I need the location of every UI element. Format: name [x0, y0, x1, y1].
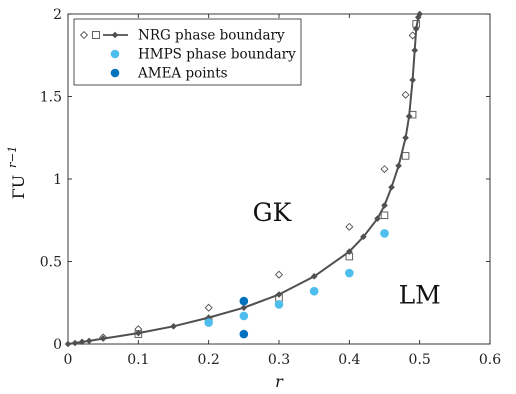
nrg-filled-diamond-point	[85, 337, 93, 345]
hmps-point	[274, 300, 284, 309]
region-label-lm: LM	[399, 281, 441, 310]
nrg-filled-diamond-point	[310, 273, 318, 280]
svg-text:ΓU: ΓU	[9, 175, 28, 200]
hmps-point	[345, 268, 354, 278]
x-tick-label: 0	[64, 352, 73, 368]
hmps-point	[239, 311, 249, 321]
hmps-point	[204, 318, 213, 327]
x-axis-label: r	[275, 372, 284, 391]
legend-label-amea: AMEA points	[137, 66, 228, 82]
legend-marker-hmps	[110, 49, 120, 59]
y-axis-label-main: ΓU	[9, 175, 28, 200]
y-tick-label: 1.5	[40, 90, 62, 106]
nrg-open-square-point	[380, 211, 389, 220]
nrg-open-diamond-point	[408, 31, 417, 40]
y-tick-label: 1	[53, 172, 62, 188]
legend-label-nrg: NRG phase boundary	[138, 28, 285, 44]
nrg-open-diamond-point	[380, 165, 389, 174]
nrg-filled-diamond-point	[78, 338, 86, 346]
nrg-open-square-point	[412, 20, 420, 28]
x-tick-label: 0.3	[268, 352, 290, 368]
nrg-filled-diamond-point	[416, 10, 423, 18]
legend-label-hmps: HMPS phase boundary	[138, 47, 296, 63]
nrg-filled-diamond-point	[388, 183, 395, 191]
hmps-point	[309, 286, 319, 296]
amea-point	[239, 329, 249, 339]
nrg-open-diamond-point	[204, 303, 213, 312]
nrg-filled-diamond-point	[64, 340, 72, 348]
nrg-filled-diamond-point	[409, 76, 416, 84]
nrg-filled-diamond-point	[411, 47, 419, 54]
nrg-filled-diamond-point	[99, 335, 107, 342]
data-marks	[64, 10, 423, 348]
region-label-gk: GK	[253, 198, 293, 227]
nrg-open-square-point	[401, 152, 410, 160]
y-tick-label: 0.5	[40, 255, 62, 271]
x-tick-label: 0.1	[127, 352, 149, 368]
nrg-filled-diamond-point	[240, 304, 248, 311]
nrg-filled-diamond-point	[360, 233, 367, 241]
nrg-open-square-point	[408, 110, 417, 119]
amea-point	[239, 296, 249, 306]
legend-marker-nrg	[79, 30, 128, 40]
nrg-open-diamond-point	[99, 333, 108, 342]
nrg-open-diamond-point	[345, 222, 354, 231]
nrg-filled-diamond-point	[395, 162, 402, 170]
y-axis-label: ΓU r−1	[5, 146, 28, 200]
nrg-open-diamond-point	[134, 325, 143, 334]
legend-marker-amea	[110, 68, 120, 78]
nrg-open-square-point	[134, 330, 143, 338]
x-tick-label: 0.6	[479, 352, 501, 368]
x-tick-label: 0.4	[338, 352, 360, 368]
nrg-filled-diamond-point	[402, 134, 409, 142]
nrg-open-diamond-point	[274, 270, 284, 279]
nrg-open-diamond-point	[401, 90, 410, 99]
nrg-filled-diamond-point	[170, 323, 177, 330]
y-axis-label-superscript: r−1	[5, 146, 19, 168]
nrg-filled-diamond-point	[374, 215, 381, 222]
x-tick-label: 0.5	[409, 352, 431, 368]
nrg-filled-diamond-point	[381, 202, 388, 209]
nrg-filled-diamond-point	[71, 339, 79, 347]
x-tick-label: 0.2	[198, 352, 220, 368]
hmps-point	[380, 229, 389, 238]
nrg-open-square-point	[345, 252, 354, 261]
y-tick-label: 2	[53, 7, 62, 23]
legend: NRG phase boundary HMPS phase boundary A…	[73, 18, 302, 86]
y-tick-label: 0	[53, 337, 62, 353]
